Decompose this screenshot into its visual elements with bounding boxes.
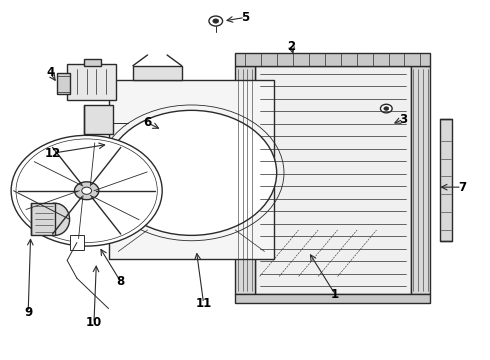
- Text: 2: 2: [287, 40, 295, 53]
- Text: 3: 3: [399, 113, 407, 126]
- Circle shape: [106, 111, 277, 235]
- Text: 11: 11: [196, 297, 212, 310]
- Bar: [235, 294, 430, 303]
- Circle shape: [82, 187, 92, 194]
- Circle shape: [380, 104, 392, 113]
- Bar: [235, 66, 255, 294]
- FancyBboxPatch shape: [109, 80, 274, 258]
- Circle shape: [384, 107, 389, 111]
- Text: 8: 8: [117, 275, 125, 288]
- Bar: [235, 53, 430, 66]
- Text: 4: 4: [46, 66, 54, 79]
- Circle shape: [74, 182, 99, 200]
- Text: 1: 1: [331, 288, 339, 301]
- Bar: [440, 119, 452, 241]
- Bar: [133, 66, 182, 80]
- Text: 9: 9: [24, 306, 32, 319]
- Ellipse shape: [40, 203, 70, 235]
- FancyBboxPatch shape: [67, 64, 116, 100]
- FancyBboxPatch shape: [255, 66, 411, 294]
- Circle shape: [213, 19, 219, 23]
- Bar: [84, 105, 114, 134]
- Text: 6: 6: [144, 116, 152, 129]
- Circle shape: [11, 135, 162, 246]
- Bar: [57, 73, 70, 94]
- Bar: [30, 203, 55, 235]
- Text: 10: 10: [86, 316, 102, 329]
- Text: 7: 7: [458, 181, 466, 194]
- Bar: [411, 66, 430, 294]
- Bar: [84, 59, 101, 66]
- Text: 12: 12: [45, 147, 61, 160]
- Circle shape: [209, 16, 222, 26]
- Text: 5: 5: [241, 11, 249, 24]
- Bar: [70, 235, 84, 249]
